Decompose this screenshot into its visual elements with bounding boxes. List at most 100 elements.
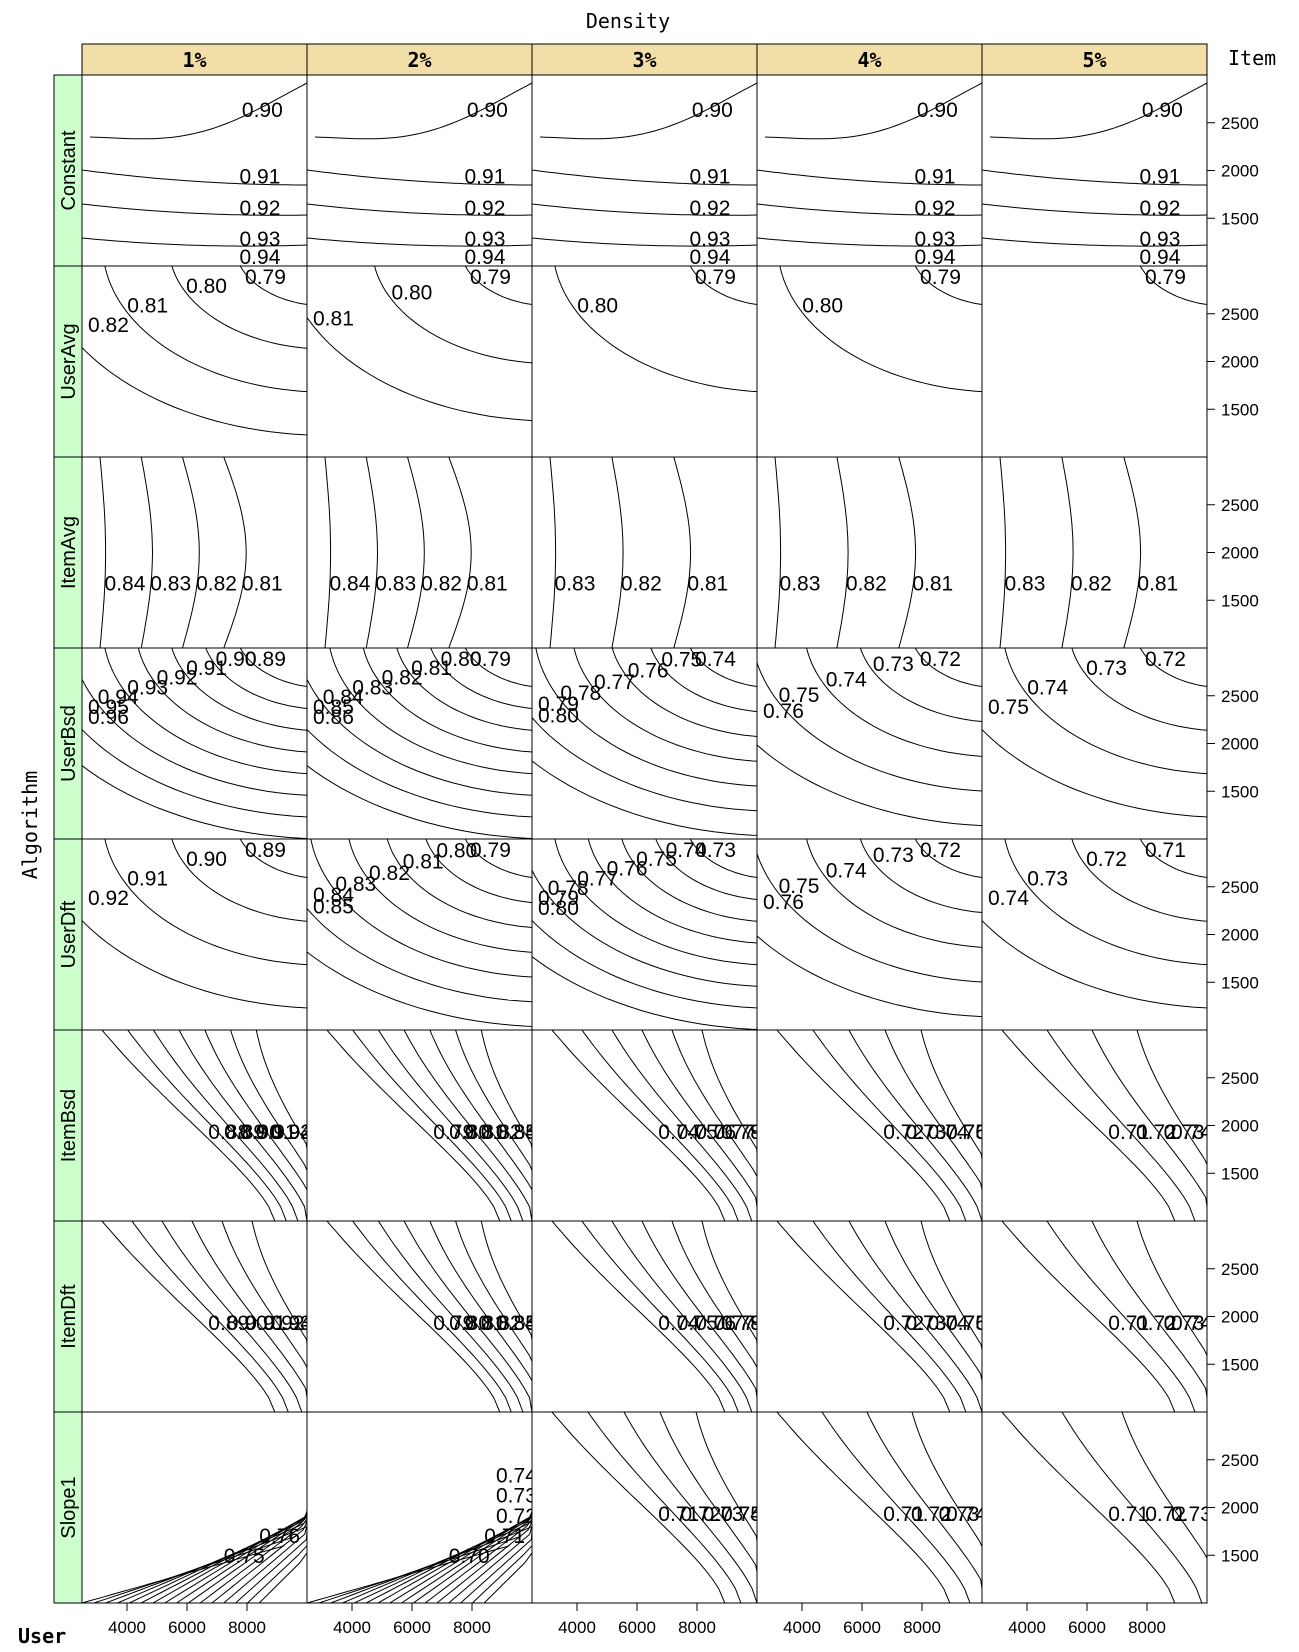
contour-level-label: 0.72 [1136, 1121, 1177, 1144]
contour-level-label: 0.89 [208, 1312, 249, 1335]
contour-line [836, 457, 849, 648]
contour-line [621, 839, 757, 922]
contour-line [131, 1221, 289, 1412]
contour-level-label: 0.73 [1164, 1121, 1205, 1144]
contour-panel: 0.890.900.910.920.930.940.950.96 [81, 647, 308, 840]
contour-line [532, 919, 757, 1009]
contour-line [1001, 1221, 1176, 1412]
contour-level-label: 0.78 [721, 1312, 762, 1335]
contour-line [671, 1030, 757, 1221]
contour-level-label: 0.90 [186, 848, 227, 871]
contour-level-label: 0.82 [421, 573, 462, 596]
contour-level-label: 0.93 [240, 228, 281, 251]
contour-line [464, 839, 532, 879]
contour-line [623, 1412, 757, 1603]
contour-level-label: 0.81 [687, 573, 728, 596]
contour-level-label: 0.72 [920, 839, 961, 862]
contour-line [920, 1030, 982, 1221]
contour-line [407, 457, 425, 648]
contour-level-label: 0.83 [1005, 573, 1046, 596]
y-tick-label: 1500 [1221, 591, 1259, 610]
contour-level-label: 0.72 [883, 1121, 924, 1144]
contour-line [911, 1412, 982, 1603]
contour-line [532, 760, 757, 836]
density-strip [306, 43, 533, 76]
contour-panel: 0.790.800.810.820.830.840.85 [306, 1220, 537, 1413]
contour-line [464, 648, 532, 688]
contour-line [757, 744, 982, 827]
contour-level-label: 0.75 [721, 1503, 762, 1526]
contour-level-label: 0.84 [496, 1121, 537, 1144]
contour-panel: 0.90 0.91 0.92 0.930.94 [981, 74, 1208, 267]
contour-panel: 0.720.730.740.750.76 [756, 1029, 983, 1222]
contour-level-label: 0.78 [548, 877, 589, 900]
contour-line [551, 1030, 726, 1221]
contour-level-label: 0.94 [240, 246, 281, 269]
contour-line [137, 648, 307, 753]
contour-line [448, 457, 472, 648]
y-tick-label: 1500 [1221, 1355, 1259, 1374]
contour-level-label: 0.73 [1027, 867, 1068, 890]
contour-level-label: 0.82 [369, 862, 410, 885]
contour-level-label: 0.79 [1145, 266, 1186, 289]
contour-level-label: 0.76 [607, 858, 648, 881]
contour-line [365, 457, 379, 648]
y-tick-label: 2000 [1221, 1308, 1259, 1327]
algorithm-strip-label: ItemBsd [58, 1089, 80, 1162]
contour-line [1061, 1412, 1203, 1603]
contour-level-label: 0.90 [227, 1312, 268, 1335]
contour-line [251, 1221, 307, 1412]
contour-level-label: 0.84 [496, 1312, 537, 1335]
contour-level-label: 0.75 [946, 1312, 987, 1335]
contour-line [1046, 1221, 1196, 1412]
contour-line [374, 266, 532, 364]
contour-level-label: 0.73 [939, 1503, 980, 1526]
contour-line [611, 457, 624, 648]
contour-line [176, 1469, 307, 1603]
contour-line [413, 1459, 532, 1603]
contour-level-label: 0.80 [577, 294, 618, 317]
contour-line [99, 457, 107, 648]
contour-line [1136, 1030, 1207, 1221]
contour-level-label: 0.77 [594, 671, 635, 694]
contour-line [211, 1440, 307, 1603]
contour-level-label: 0.75 [661, 648, 702, 671]
contour-line [611, 1030, 753, 1221]
contour-level-label: 0.93 [915, 228, 956, 251]
contour-line [460, 1421, 532, 1603]
contour-level-label: 0.72 [1136, 1312, 1177, 1335]
y-tick-label: 2000 [1221, 162, 1259, 181]
y-tick-label: 2000 [1221, 1117, 1259, 1136]
contour-panel: 0.84 0.83 0.82 0.81 [81, 456, 308, 649]
contour-level-label: 0.72 [911, 1503, 952, 1526]
y-tick-label: 1500 [1221, 1164, 1259, 1183]
contour-line [82, 728, 307, 818]
contour-level-label: 0.93 [1140, 228, 1181, 251]
contour-level-label: 0.84 [330, 573, 371, 596]
contour-level-label: 0.79 [721, 1121, 762, 1144]
contour-panel: 0.720.730.740.750.76 [756, 1220, 987, 1413]
contour-level-label: 0.92 [1140, 197, 1181, 220]
y-tick-label: 1500 [1221, 1546, 1259, 1565]
contour-line [554, 839, 757, 966]
contour-line [424, 1450, 532, 1603]
contour-panel: 0.890.900.910.920.930.94 [81, 1220, 308, 1413]
contour-line [82, 237, 307, 247]
contour-level-label: 0.71 [1108, 1503, 1149, 1526]
contour-line [362, 648, 532, 753]
contour-level-label: 0.81 [465, 1121, 506, 1144]
panel-border [81, 456, 308, 649]
contour-level-label: 0.75 [636, 848, 677, 871]
contour-line [104, 839, 307, 966]
contour-level-label: 0.89 [245, 648, 286, 671]
contour-level-label: 0.79 [433, 1121, 474, 1144]
contour-line [377, 1221, 524, 1412]
contour-line [532, 956, 757, 1030]
contour-level-label: 0.74 [1171, 1121, 1212, 1144]
contour-level-label: 0.90 [240, 1121, 281, 1144]
x-tick-label: 8000 [453, 1618, 491, 1637]
contour-level-label: 0.79 [433, 1312, 474, 1335]
contour-line [757, 852, 982, 983]
x-tick-label: 8000 [1128, 1618, 1166, 1637]
left-axis-title: Algorithm [18, 771, 42, 879]
